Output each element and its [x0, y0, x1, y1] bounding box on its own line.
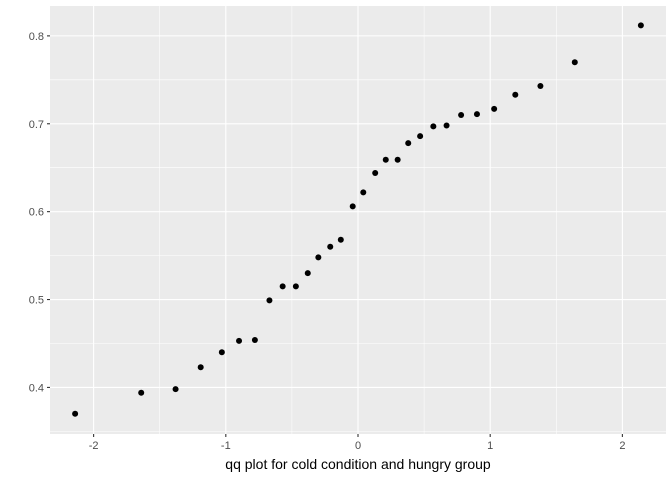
major-gridlines	[50, 6, 666, 434]
data-point	[292, 283, 299, 290]
data-point	[138, 389, 145, 396]
x-tick-label: -2	[89, 440, 99, 452]
x-tick-label: 2	[619, 440, 625, 452]
data-point	[537, 82, 544, 89]
x-axis-title: qq plot for cold condition and hungry gr…	[225, 456, 491, 472]
y-tick-label: 0.6	[29, 207, 44, 219]
y-tick-label: 0.8	[29, 31, 44, 43]
data-point	[266, 297, 273, 304]
data-point	[417, 133, 424, 140]
y-tick-label: 0.7	[29, 119, 44, 131]
data-point	[430, 123, 437, 130]
data-point	[360, 189, 367, 196]
x-tick-label: 1	[487, 440, 493, 452]
data-point	[279, 283, 286, 290]
data-point	[315, 254, 322, 261]
data-point	[394, 156, 401, 163]
data-point	[571, 59, 578, 66]
data-point	[236, 337, 243, 344]
data-point	[637, 22, 644, 29]
y-axis-ticks: 0.4 0.5 0.6 0.7 0.8	[29, 31, 50, 394]
data-point	[443, 122, 450, 129]
data-point	[382, 156, 389, 163]
x-tick-label: -1	[221, 440, 231, 452]
x-tick-label: 0	[355, 440, 361, 452]
x-axis-ticks: -2 -1 0 1 2	[89, 434, 625, 452]
data-point	[327, 243, 334, 250]
data-point	[372, 169, 379, 176]
y-tick-label: 0.5	[29, 295, 44, 307]
data-point	[172, 386, 179, 393]
data-point	[491, 105, 498, 112]
data-point	[405, 140, 412, 147]
data-point	[512, 91, 519, 98]
data-point	[218, 349, 225, 356]
data-point	[349, 203, 356, 210]
data-point	[304, 270, 311, 277]
data-point	[72, 410, 79, 417]
data-point	[197, 364, 204, 371]
data-point	[337, 236, 344, 243]
data-points	[72, 22, 644, 417]
data-point	[458, 111, 465, 118]
data-point	[473, 111, 480, 118]
data-point	[251, 336, 258, 343]
y-tick-label: 0.4	[29, 382, 44, 394]
